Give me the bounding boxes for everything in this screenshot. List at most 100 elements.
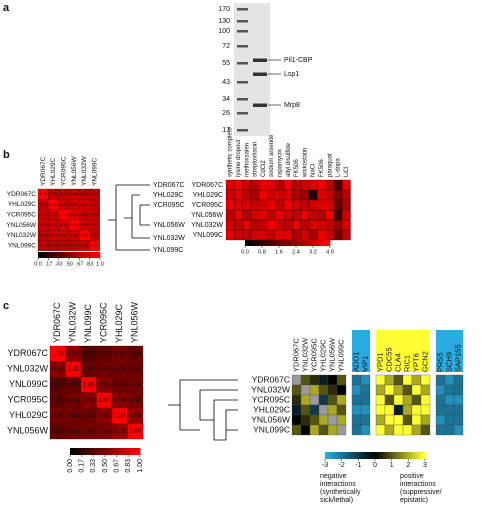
- ladder-label: 34: [222, 96, 230, 103]
- column-label: YNL099C: [83, 303, 93, 343]
- heat-cell: [267, 199, 276, 211]
- heat-cell: [333, 179, 343, 191]
- heat-cell: [275, 209, 285, 221]
- heat-cell: [411, 404, 422, 416]
- colorbar-step: [106, 448, 109, 455]
- ladder-band: [237, 81, 248, 84]
- colorbar-step: [82, 448, 85, 455]
- cell-value: 0.80: [60, 232, 69, 237]
- cell-value: 0.83: [50, 232, 59, 237]
- cell-value: 0.33: [83, 351, 95, 357]
- row-label: YCR095C: [191, 202, 223, 209]
- heat-cell: [360, 384, 371, 396]
- colorbar-step: [360, 452, 363, 459]
- heat-cell: [327, 414, 338, 426]
- panel-label: b: [3, 149, 10, 161]
- colorbar-step: [283, 240, 286, 246]
- cell-value: 0.84: [60, 222, 69, 227]
- heat-cell: [360, 404, 371, 416]
- row-label: YCR095C: [252, 394, 290, 404]
- heat-cell: [318, 384, 329, 396]
- heat-cell: [351, 374, 362, 386]
- colorbar-label: 0.33: [90, 459, 97, 473]
- colorbar-step: [84, 252, 87, 258]
- band-label: Mrp8: [284, 102, 300, 109]
- heat-cell: [259, 229, 268, 241]
- colorbar-step: [78, 252, 81, 258]
- colorbar-label: .50: [65, 261, 73, 267]
- heat-cell: [402, 384, 413, 396]
- cell-value: 0.48: [129, 398, 141, 404]
- row-label: YNL032W: [7, 364, 49, 374]
- column-label: GCN2: [420, 351, 429, 372]
- heat-cell: [308, 189, 318, 201]
- heat-cell: [375, 384, 386, 396]
- heat-cell: [259, 189, 268, 201]
- colorbar-step: [281, 240, 284, 246]
- column-label: YHL029C: [114, 303, 124, 343]
- column-label: YNL056W: [327, 337, 336, 372]
- cell-value: 0.76: [39, 202, 48, 207]
- cell-value: 1.00: [129, 429, 141, 435]
- colorbar-step: [53, 252, 56, 258]
- colorbar-step: [377, 452, 381, 459]
- colorbar-step: [110, 448, 113, 455]
- heat-cell: [327, 404, 338, 416]
- cell-value: 0.77: [60, 191, 69, 196]
- cell-value: 0.83: [80, 202, 89, 207]
- colorbar-step: [385, 452, 388, 459]
- colorbar-step: [350, 452, 353, 459]
- heat-cell: [453, 404, 464, 416]
- heat-cell: [384, 384, 395, 396]
- ladder-label: 55: [222, 60, 230, 67]
- colorbar-step: [131, 448, 134, 455]
- protein-band: [253, 58, 267, 62]
- colorbar-step: [402, 452, 406, 459]
- colorbar-step: [400, 452, 403, 459]
- dendrogram: [108, 184, 150, 251]
- colorbar-step: [420, 452, 423, 459]
- heat-cell: [435, 374, 446, 386]
- colorbar-step: [129, 448, 132, 455]
- cell-value: 0.46: [52, 413, 64, 419]
- heat-cell: [300, 189, 310, 201]
- colorbar-step: [87, 252, 90, 258]
- condition-label: FK506: [319, 159, 325, 177]
- column-label: YPD1: [375, 352, 384, 372]
- colorbar-step: [319, 240, 322, 246]
- cell-value: 0.54: [67, 351, 79, 357]
- tree-label: YNL056W: [153, 222, 185, 229]
- heat-cell: [360, 414, 371, 426]
- colorbar-step: [293, 240, 297, 246]
- heat-cell: [292, 179, 301, 191]
- colorbar-step: [136, 448, 139, 455]
- heat-cell: [275, 179, 285, 191]
- heat-cell: [402, 404, 413, 416]
- colorbar-label: 0.50: [102, 459, 109, 473]
- colorbar-step: [330, 452, 333, 459]
- heat-cell: [360, 394, 371, 406]
- heat-cell: [283, 179, 293, 191]
- protein-band: [253, 103, 267, 107]
- heat-cell: [275, 199, 285, 211]
- colorbar-step: [65, 252, 68, 258]
- cell-value: 0.48: [98, 429, 110, 435]
- cell-value: 0.38: [98, 351, 110, 357]
- colorbar-step: [347, 452, 351, 459]
- colorbar-step: [302, 240, 305, 246]
- row-label: YNL056W: [7, 426, 49, 436]
- colorbar-label: 1.00: [137, 459, 144, 473]
- colorbar-label: 3: [423, 462, 427, 469]
- column-label: YNL032W: [81, 156, 88, 186]
- colorbar-step: [108, 448, 111, 455]
- cell-value: 1.00: [114, 413, 126, 419]
- cell-value: 0.80: [80, 212, 89, 217]
- colorbar-step: [327, 452, 331, 459]
- heat-cell: [444, 414, 455, 426]
- cell-value: 0.46: [129, 382, 141, 388]
- band-label: Pil1-CBP: [284, 57, 313, 64]
- heat-cell: [375, 374, 386, 386]
- column-label: YCR095C: [99, 302, 109, 343]
- heat-cell: [309, 424, 320, 436]
- colorbar-step: [70, 252, 73, 258]
